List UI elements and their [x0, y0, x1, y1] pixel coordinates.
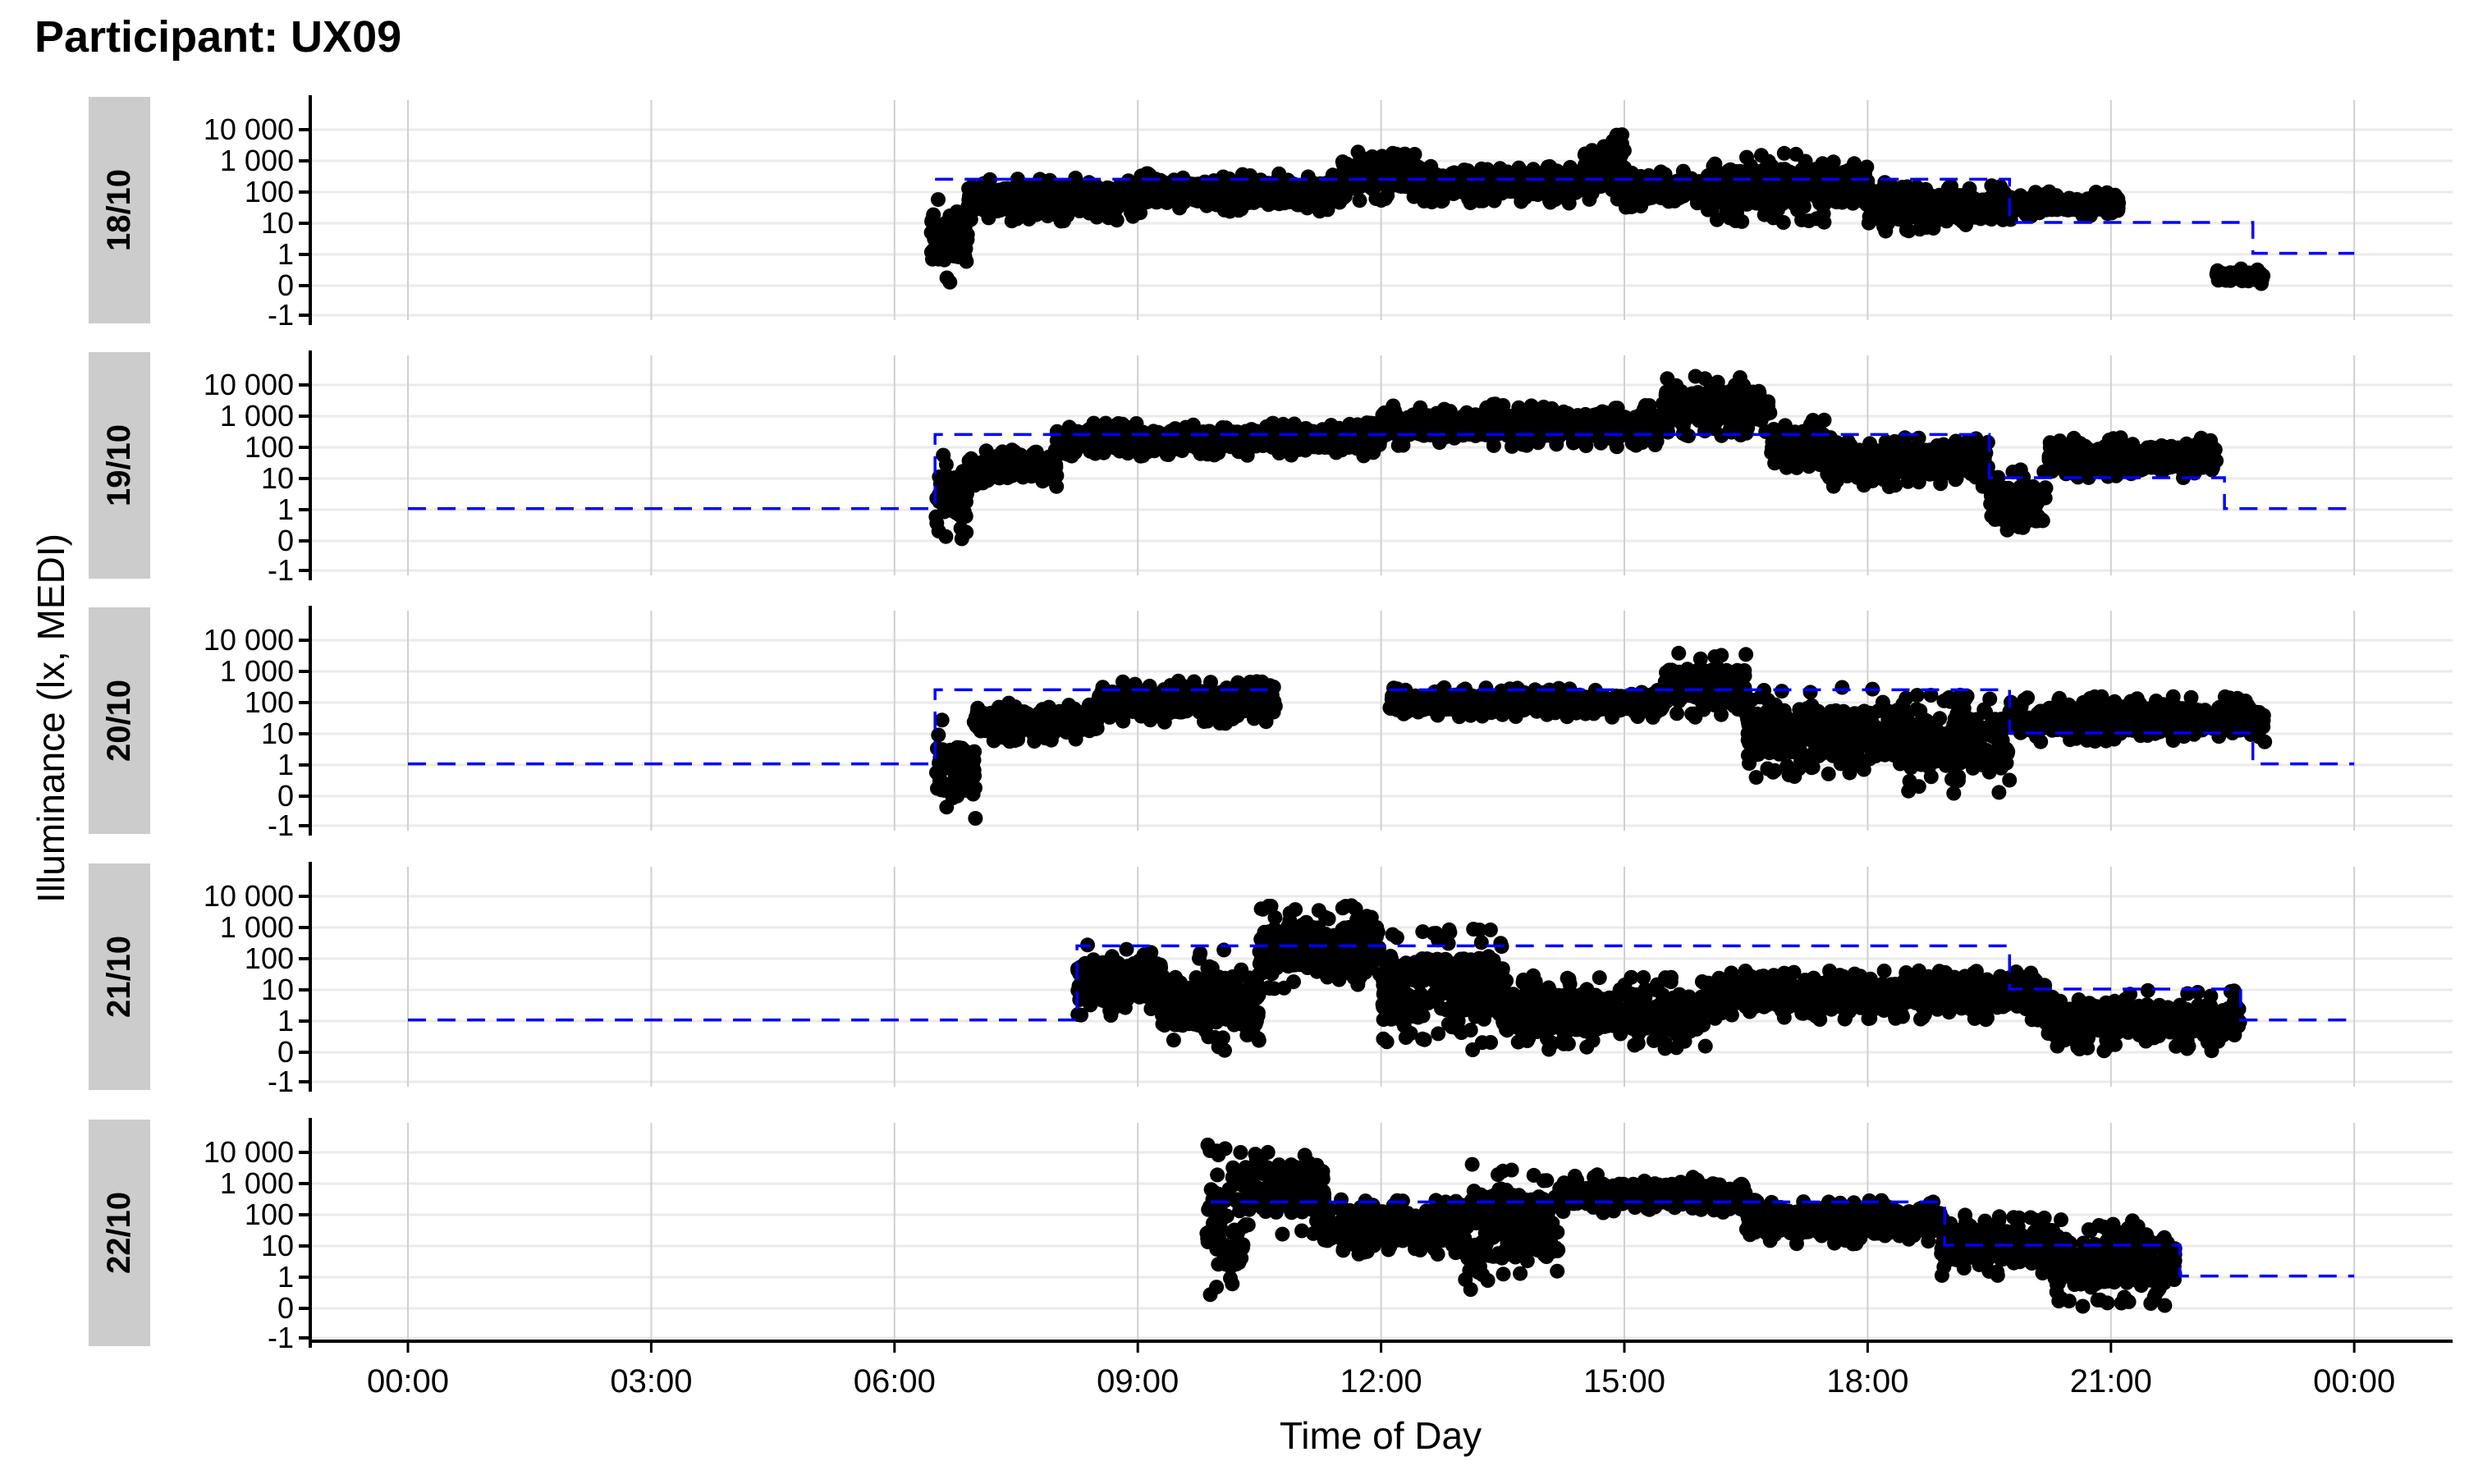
- y-tick-label: 10: [261, 973, 294, 1006]
- y-tick-label: 10 000: [204, 112, 294, 146]
- y-tick-label: -1: [268, 808, 294, 842]
- y-tick-label: 1: [277, 237, 294, 271]
- y-tick-label: 10: [261, 1229, 294, 1262]
- y-tick-label: 10 000: [204, 623, 294, 657]
- facet-strip-label: 19/10: [101, 424, 137, 506]
- x-tick-label: 00:00: [367, 1363, 449, 1399]
- y-tick-label: 0: [277, 1035, 294, 1069]
- reference-line: [408, 944, 2355, 1022]
- y-tick-label: 1 000: [220, 144, 294, 177]
- facet-strip: [89, 352, 150, 579]
- x-tick-label: 03:00: [610, 1363, 692, 1399]
- y-tick-label: 1 000: [220, 1166, 294, 1200]
- y-tick-label: -1: [268, 1065, 294, 1098]
- reference-line: [408, 688, 2355, 766]
- y-tick-label: 100: [245, 175, 294, 208]
- facet-strip-label: 22/10: [101, 1192, 137, 1274]
- y-tick-label: 0: [277, 779, 294, 813]
- x-tick-label: 12:00: [1340, 1363, 1422, 1399]
- x-tick-label: 06:00: [854, 1363, 936, 1399]
- y-tick-label: 10 000: [204, 368, 294, 401]
- data-points: [1199, 1138, 2183, 1314]
- y-tick-label: 10: [261, 461, 294, 495]
- y-tick-label: 1: [277, 748, 294, 781]
- x-tick-label: 00:00: [2313, 1363, 2395, 1399]
- data-points: [929, 645, 2273, 826]
- reference-line: [935, 177, 2355, 255]
- facet-strip-label: 21/10: [101, 936, 137, 1018]
- y-tick-label: -1: [268, 553, 294, 587]
- y-tick-label: 10: [261, 717, 294, 750]
- y-tick-label: 100: [245, 685, 294, 719]
- y-tick-label: 1: [277, 492, 294, 526]
- y-tick-label: 100: [245, 1198, 294, 1231]
- facet-strip-label: 20/10: [101, 680, 137, 762]
- facet-strip-label: 18/10: [101, 169, 137, 251]
- y-tick-label: 1 000: [220, 399, 294, 433]
- y-tick-label: 1: [277, 1260, 294, 1294]
- x-tick-label: 21:00: [2070, 1363, 2152, 1399]
- facet-strip: [89, 1120, 150, 1346]
- facet-strip: [89, 863, 150, 1090]
- y-tick-label: 1: [277, 1004, 294, 1037]
- y-tick-label: 10 000: [204, 879, 294, 913]
- reference-line: [408, 433, 2355, 511]
- y-tick-label: 1 000: [220, 910, 294, 944]
- y-tick-label: 1 000: [220, 654, 294, 688]
- facet-strip: [89, 607, 150, 834]
- x-axis-label: Time of Day: [1279, 1414, 1482, 1457]
- data-points: [1070, 898, 2247, 1059]
- y-tick-label: 100: [245, 941, 294, 975]
- reference-line: [1211, 1200, 2355, 1278]
- x-tick-label: 09:00: [1097, 1363, 1179, 1399]
- y-tick-label: 0: [277, 1291, 294, 1325]
- y-tick-label: -1: [268, 298, 294, 332]
- y-tick-label: -1: [268, 1321, 294, 1354]
- y-tick-label: 0: [277, 524, 294, 557]
- data-points: [928, 369, 2224, 547]
- data-points: [923, 127, 2271, 291]
- chart-title: Participant: UX09: [34, 12, 402, 62]
- x-tick-label: 15:00: [1583, 1363, 1665, 1399]
- y-tick-label: 10: [261, 206, 294, 240]
- x-tick-label: 18:00: [1826, 1363, 1908, 1399]
- y-tick-label: 100: [245, 430, 294, 464]
- y-tick-label: 0: [277, 268, 294, 302]
- y-tick-label: 10 000: [204, 1135, 294, 1169]
- facet-strip: [89, 97, 150, 323]
